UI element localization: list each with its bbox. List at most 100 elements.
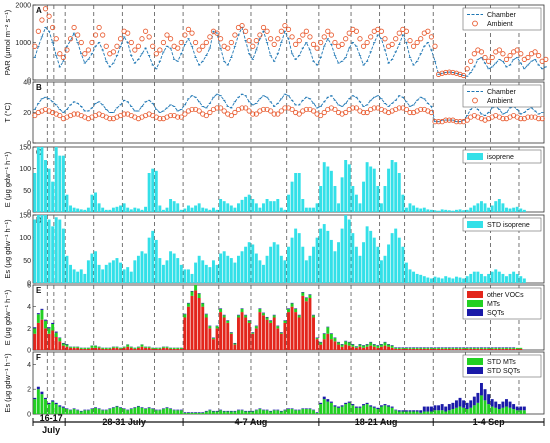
bar-std-sqts [97,408,101,410]
bar-isoprene [65,194,69,212]
bar-isoprene [151,168,155,212]
bar-mts [515,347,519,349]
bar-mts [61,343,65,346]
bar-std-isoprene [419,274,423,283]
y-tick-label: 40 [23,80,31,87]
bar-other-vocs [97,347,101,350]
bar-std-isoprene [512,271,516,283]
bar-other-vocs [226,322,230,350]
bar-isoprene [119,205,123,212]
bar-std-mts [469,407,473,414]
bar-std-mts [190,412,194,414]
bar-mts [376,345,380,348]
bar-std-isoprene [505,276,508,283]
bar-isoprene [258,207,262,212]
data-point-ambient [264,28,270,34]
bar-sqts [197,293,201,294]
bar-std-isoprene [83,273,87,283]
data-point-ambient [503,56,510,62]
bar-std-mts [111,407,115,414]
bar-sqts [215,325,219,327]
bar-mts [472,347,476,349]
bar-other-vocs [322,339,326,350]
bar-mts [340,344,344,347]
bar-std-sqts [501,401,505,408]
bar-other-vocs [515,348,519,350]
y-tick-label: 2 [27,387,31,394]
bar-std-mts [437,410,441,414]
bar-std-mts [394,410,398,414]
bar-other-vocs [454,348,458,350]
bar-std-sqts [119,407,123,408]
bar-other-vocs [251,333,255,350]
bar-isoprene [401,194,405,212]
bar-std-sqts [401,410,405,412]
bar-mts [294,308,298,313]
data-point-ambient [439,70,445,76]
bar-std-isoprene [47,219,51,283]
bar-other-vocs [315,339,319,350]
bar-other-vocs [433,348,437,350]
bar-mts [344,341,348,345]
bar-std-sqts [390,406,394,408]
bar-isoprene [501,203,505,212]
bar-mts [36,314,40,323]
bar-sqts [465,347,469,348]
bar-mts [458,347,462,349]
bar-isoprene [211,207,215,212]
data-point-ambient [389,41,395,47]
bar-other-vocs [86,348,90,350]
bar-isoprene [365,162,369,212]
data-point-ambient [207,34,213,40]
data-point-ambient [428,34,435,40]
bar-std-mts [172,410,176,414]
data-point-ambient [246,38,252,44]
bar-mts [119,347,123,349]
bar-sqts [397,347,401,348]
bar-std-isoprene [44,215,47,283]
y-tick-label: 6 [27,283,31,290]
legend-swatch [467,358,483,365]
bar-std-mts [222,411,226,414]
bar-std-isoprene [276,244,280,283]
bar-std-sqts [226,410,230,412]
bar-std-isoprene [54,217,58,283]
bar-other-vocs [465,348,469,350]
bar-std-sqts [244,410,248,412]
bar-mts [412,347,416,349]
bar-mts [333,338,337,342]
bar-std-isoprene [397,237,401,283]
bar-std-isoprene [258,260,262,283]
bar-isoprene [179,209,183,212]
bar-mts [140,344,144,347]
bar-std-mts [483,400,487,414]
bar-isoprene [483,203,487,212]
bar-std-isoprene [119,262,123,283]
bar-isoprene [465,209,469,212]
bar-isoprene [101,207,105,212]
bar-std-sqts [151,408,155,410]
bar-std-isoprene [183,269,187,283]
bar-sqts [204,313,208,315]
bar-isoprene [326,166,330,212]
bar-mts [240,308,244,313]
bar-std-sqts [329,401,333,403]
legend-swatch [467,221,483,228]
bar-std-sqts [90,408,94,410]
bar-sqts [344,340,348,342]
data-point-ambient [139,36,145,42]
bar-isoprene [94,192,98,212]
bar-isoprene [408,203,412,212]
bar-mts [312,315,315,318]
bar-isoprene [347,164,351,212]
bar-std-sqts [47,402,51,405]
data-point-ambient [53,36,59,42]
bar-std-isoprene [515,273,519,283]
bar-sqts [186,302,190,304]
data-point-ambient [157,47,163,53]
bar-other-vocs [372,346,376,350]
bar-std-isoprene [447,277,451,283]
bar-mts [487,347,491,349]
bar-std-isoprene [372,237,376,283]
bar-sqts [476,347,480,348]
